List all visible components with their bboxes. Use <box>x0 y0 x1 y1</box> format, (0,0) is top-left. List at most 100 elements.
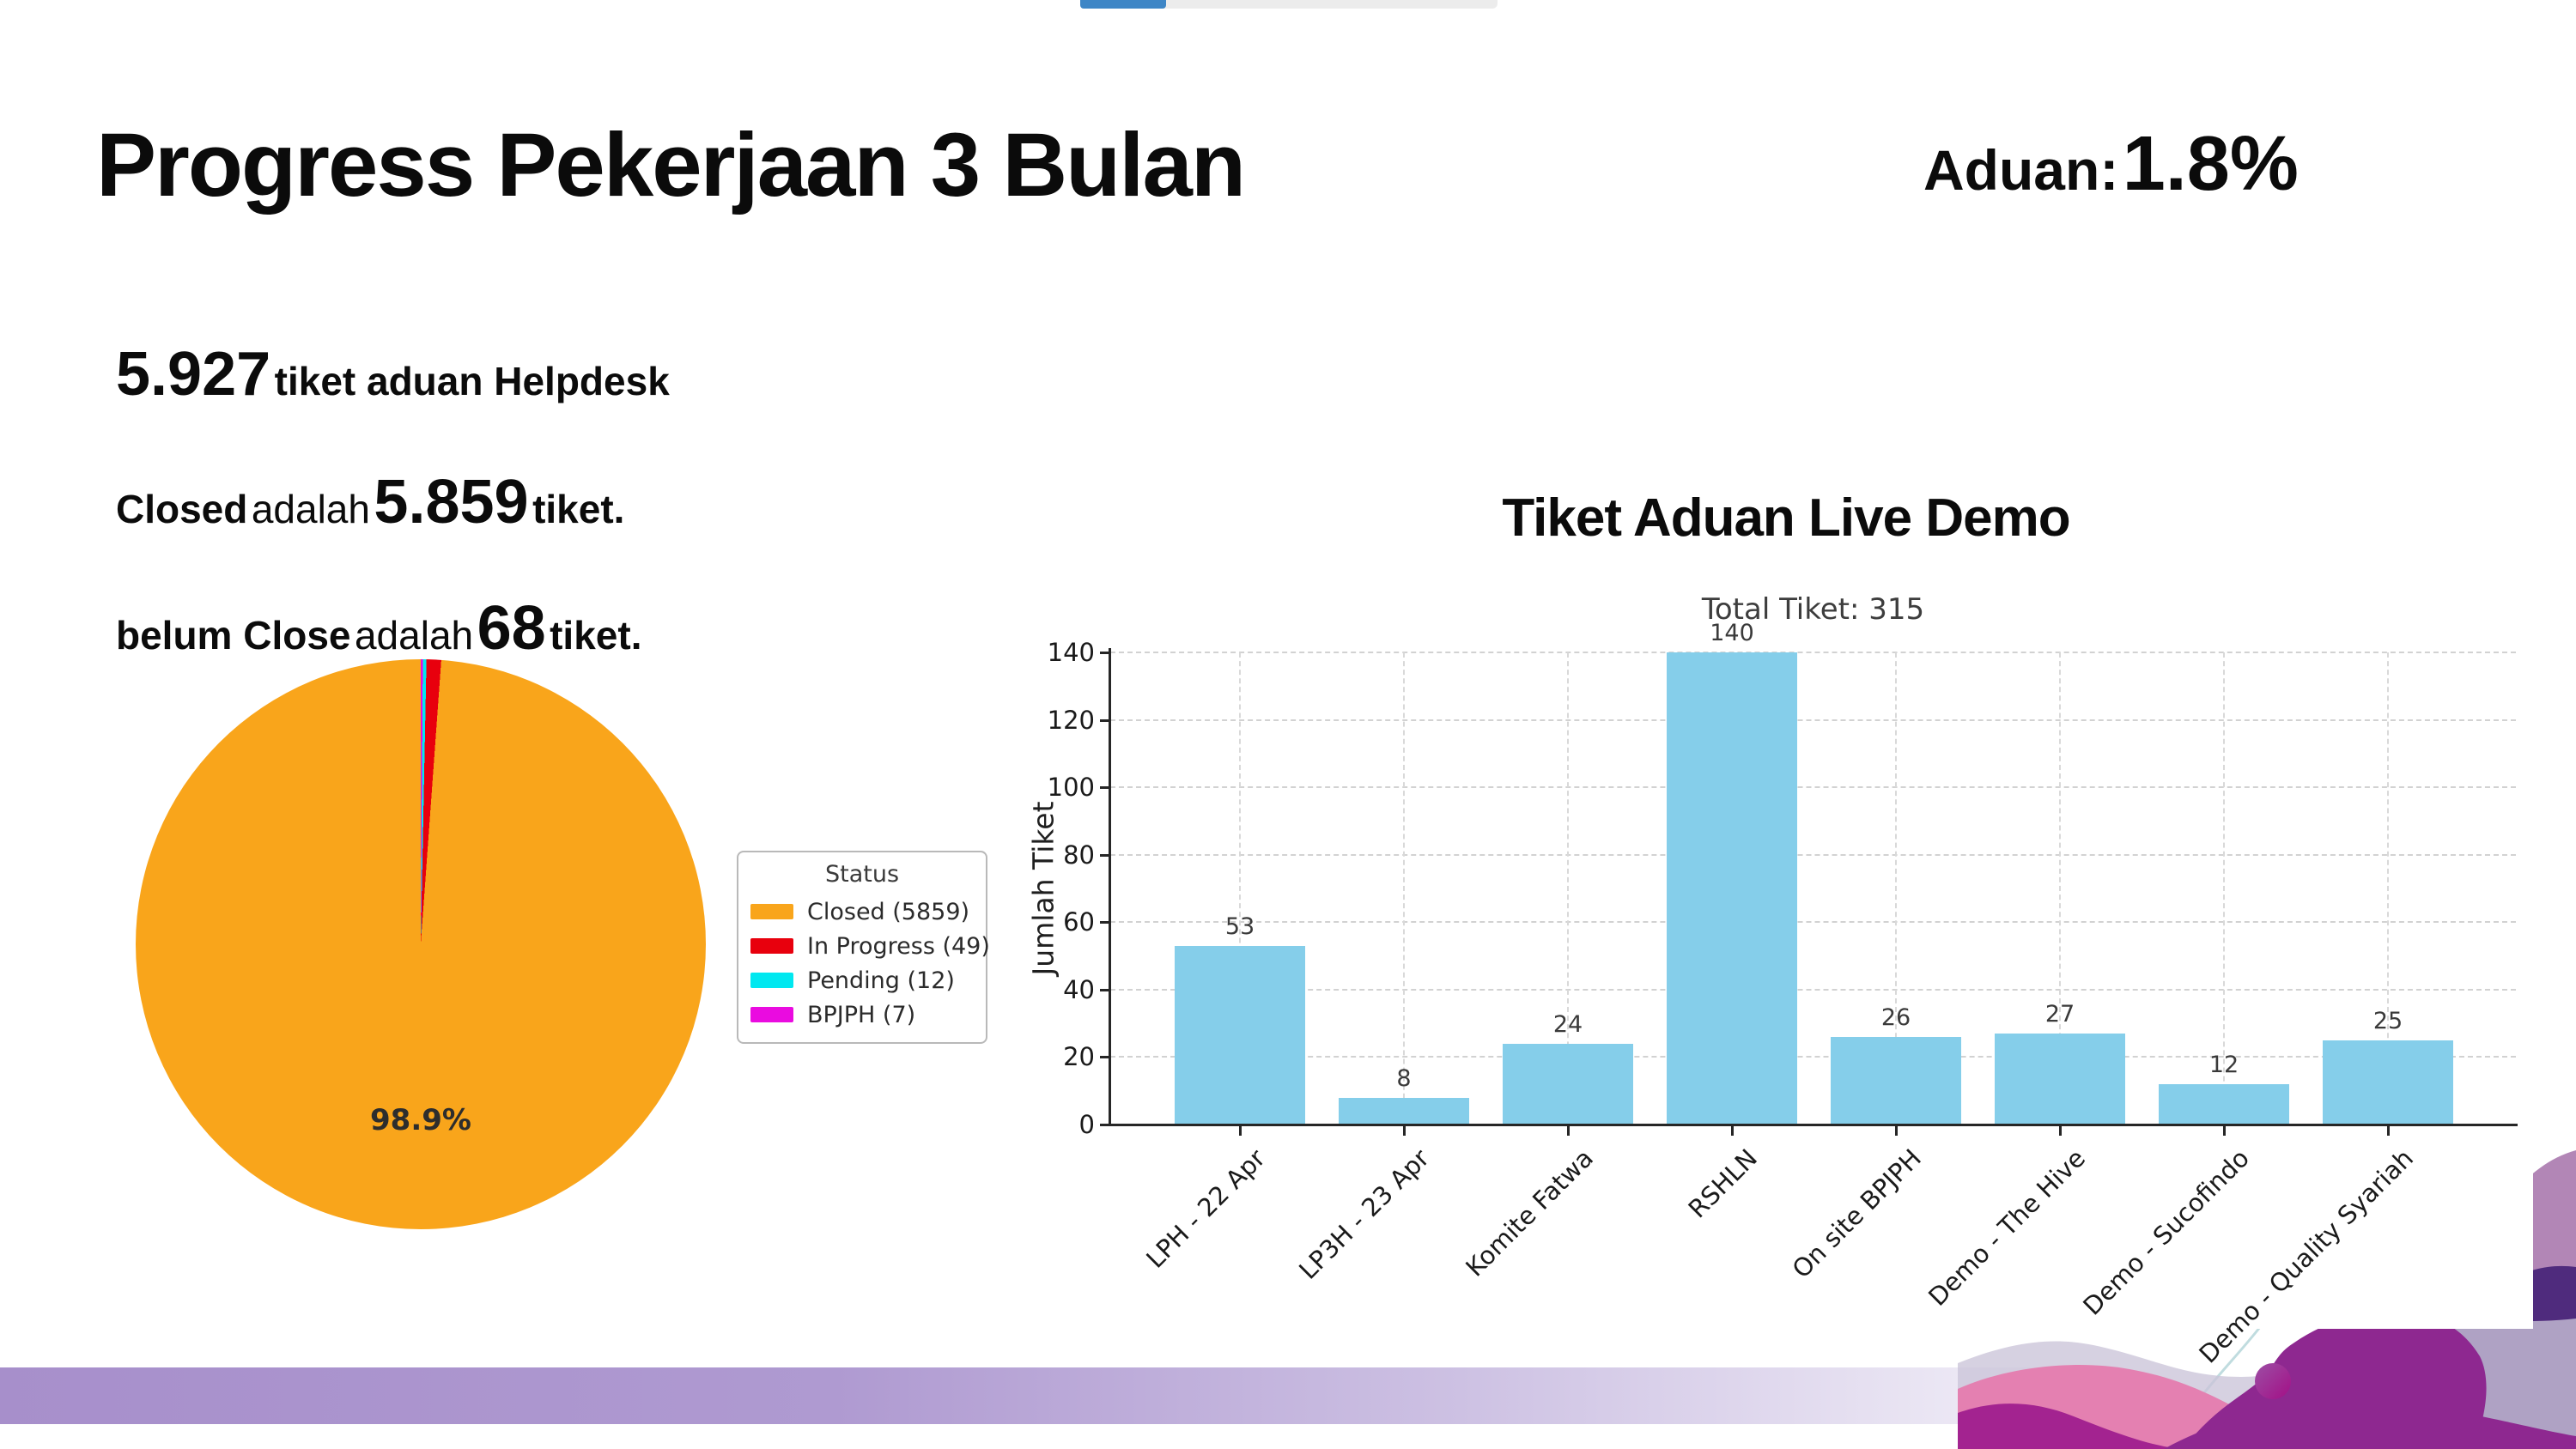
legend-color-swatch <box>750 904 793 919</box>
gridline-horizontal <box>1110 988 2516 991</box>
y-tick-label: 100 <box>1047 773 1095 803</box>
bar-chart-title: Total Tiket: 315 <box>1701 592 1925 627</box>
y-tick-mark <box>1100 718 1110 722</box>
gridline-horizontal <box>1110 786 2516 789</box>
bar <box>1995 1033 2125 1125</box>
bar <box>2323 1040 2453 1125</box>
progress-bar <box>1080 0 1498 9</box>
x-axis-spine <box>1109 1124 2518 1126</box>
y-tick-label: 20 <box>1063 1042 1095 1072</box>
legend-items: Closed (5859) In Progress (49) Pending (12… <box>750 894 990 1032</box>
y-tick-mark <box>1100 853 1110 857</box>
wave-purple-bottom-shape <box>2164 1402 2576 1449</box>
gridline-vertical <box>1403 652 1405 1125</box>
x-tick-mark <box>2058 1125 2062 1136</box>
stat-total-text: tiket aduan Helpdesk <box>274 359 670 403</box>
y-tick-mark <box>1100 921 1110 925</box>
stat-line-total: 5.927 tiket aduan Helpdesk <box>116 343 670 405</box>
y-tick-mark <box>1100 988 1110 991</box>
x-tick-mark <box>1894 1125 1898 1136</box>
stat-open-suffix: tiket. <box>550 613 642 658</box>
stat-closed-prefix: Closed <box>116 487 248 531</box>
x-tick-mark <box>2386 1125 2390 1136</box>
wave-magenta-left-shape <box>1958 1404 2181 1449</box>
stat-line-open: belum Close adalah 68 tiket. <box>116 597 641 659</box>
y-tick-label: 0 <box>1078 1110 1095 1139</box>
y-tick-mark <box>1100 652 1110 654</box>
aduan-value: 1.8% <box>2122 121 2299 207</box>
gridline-horizontal <box>1110 853 2516 856</box>
legend-title: Status <box>824 861 900 888</box>
y-tick-label: 80 <box>1063 840 1095 870</box>
gridline-horizontal <box>1110 1056 2516 1058</box>
x-tick-mark <box>1238 1125 1242 1136</box>
y-tick-label: 40 <box>1063 974 1095 1004</box>
x-tick-mark <box>1566 1125 1570 1136</box>
bar-value-label: 8 <box>1396 1064 1412 1092</box>
bar-chart-figure: Total Tiket: 315 Jumlah Tiket 0 20 40 60 80 1… <box>996 567 2533 1369</box>
stat-open-mid: adalah <box>354 613 474 658</box>
gridline-vertical <box>2059 652 2061 1125</box>
bar <box>1339 1097 1469 1125</box>
bar-value-label: 26 <box>1880 1003 1911 1031</box>
bar-section-heading: Tiket Aduan Live Demo <box>1502 488 2070 548</box>
gridline-vertical <box>1895 652 1897 1125</box>
stat-open-prefix: belum Close <box>116 613 351 658</box>
legend-color-swatch <box>750 1007 793 1022</box>
bar-value-label: 27 <box>2044 1000 2075 1028</box>
legend-item-label: In Progress (49) <box>807 932 990 960</box>
legend-color-swatch <box>750 938 793 954</box>
aduan-stat: Aduan: 1.8% <box>1923 125 2299 203</box>
gridline-vertical <box>2223 652 2225 1125</box>
stat-closed-suffix: tiket. <box>532 487 625 531</box>
gridline-vertical <box>1239 652 1241 1125</box>
y-tick-mark <box>1100 1056 1110 1059</box>
y-axis-label: Jumlah Tiket <box>1026 801 1060 976</box>
stat-open-number: 68 <box>477 594 546 663</box>
page-title: Progress Pekerjaan 3 Bulan <box>96 115 1246 215</box>
bottom-band-decoration <box>0 1367 2087 1424</box>
y-tick-label: 120 <box>1047 705 1095 735</box>
gridline-horizontal <box>1110 652 2516 653</box>
stat-closed-number: 5.859 <box>374 468 529 537</box>
legend-item: In Progress (49) <box>750 929 990 963</box>
stat-line-closed: Closed adalah 5.859 tiket. <box>116 471 624 533</box>
gridline-horizontal <box>1110 921 2516 924</box>
bar-value-label: 12 <box>2208 1051 2239 1078</box>
pie-percentage-label: 98.9% <box>370 1103 471 1137</box>
bar <box>1175 945 1305 1125</box>
stat-closed-mid: adalah <box>251 487 370 531</box>
y-tick-mark <box>1100 786 1110 790</box>
bar-value-label: 140 <box>1710 620 1754 646</box>
stat-total-number: 5.927 <box>116 340 271 409</box>
wave-dot <box>2255 1363 2291 1399</box>
progress-bar-fill <box>1080 0 1166 9</box>
legend-item: BPJPH (7) <box>750 997 974 1032</box>
bar <box>1831 1036 1961 1125</box>
legend-item: Pending (12) <box>750 963 974 997</box>
legend-item: Closed (5859) <box>750 894 974 929</box>
aduan-label: Aduan: <box>1923 138 2119 202</box>
y-tick-label: 140 <box>1047 638 1095 667</box>
legend-item-label: BPJPH (7) <box>807 1001 916 1028</box>
x-tick-mark <box>1730 1125 1734 1136</box>
legend-item-label: Closed (5859) <box>807 898 970 925</box>
bar-value-label: 24 <box>1552 1010 1583 1038</box>
gridline-vertical <box>2387 652 2389 1125</box>
y-tick-mark <box>1100 1124 1110 1126</box>
bar <box>2159 1083 2289 1125</box>
pie-legend: Status Closed (5859) In Progress (49) Pend… <box>737 851 990 1044</box>
y-axis-spine <box>1109 648 1111 1126</box>
bar-value-label: 53 <box>1224 912 1255 940</box>
pie-chart: 98.9% <box>136 659 706 1229</box>
bar <box>1667 652 1797 1125</box>
gridline-vertical <box>1567 652 1569 1125</box>
y-tick-label: 60 <box>1063 907 1095 937</box>
bar-value-label: 25 <box>2372 1007 2403 1034</box>
x-tick-mark <box>2222 1125 2226 1136</box>
gridline-horizontal <box>1110 718 2516 721</box>
legend-item-label: Pending (12) <box>807 967 955 994</box>
legend-color-swatch <box>750 973 793 988</box>
x-tick-mark <box>1402 1125 1406 1136</box>
